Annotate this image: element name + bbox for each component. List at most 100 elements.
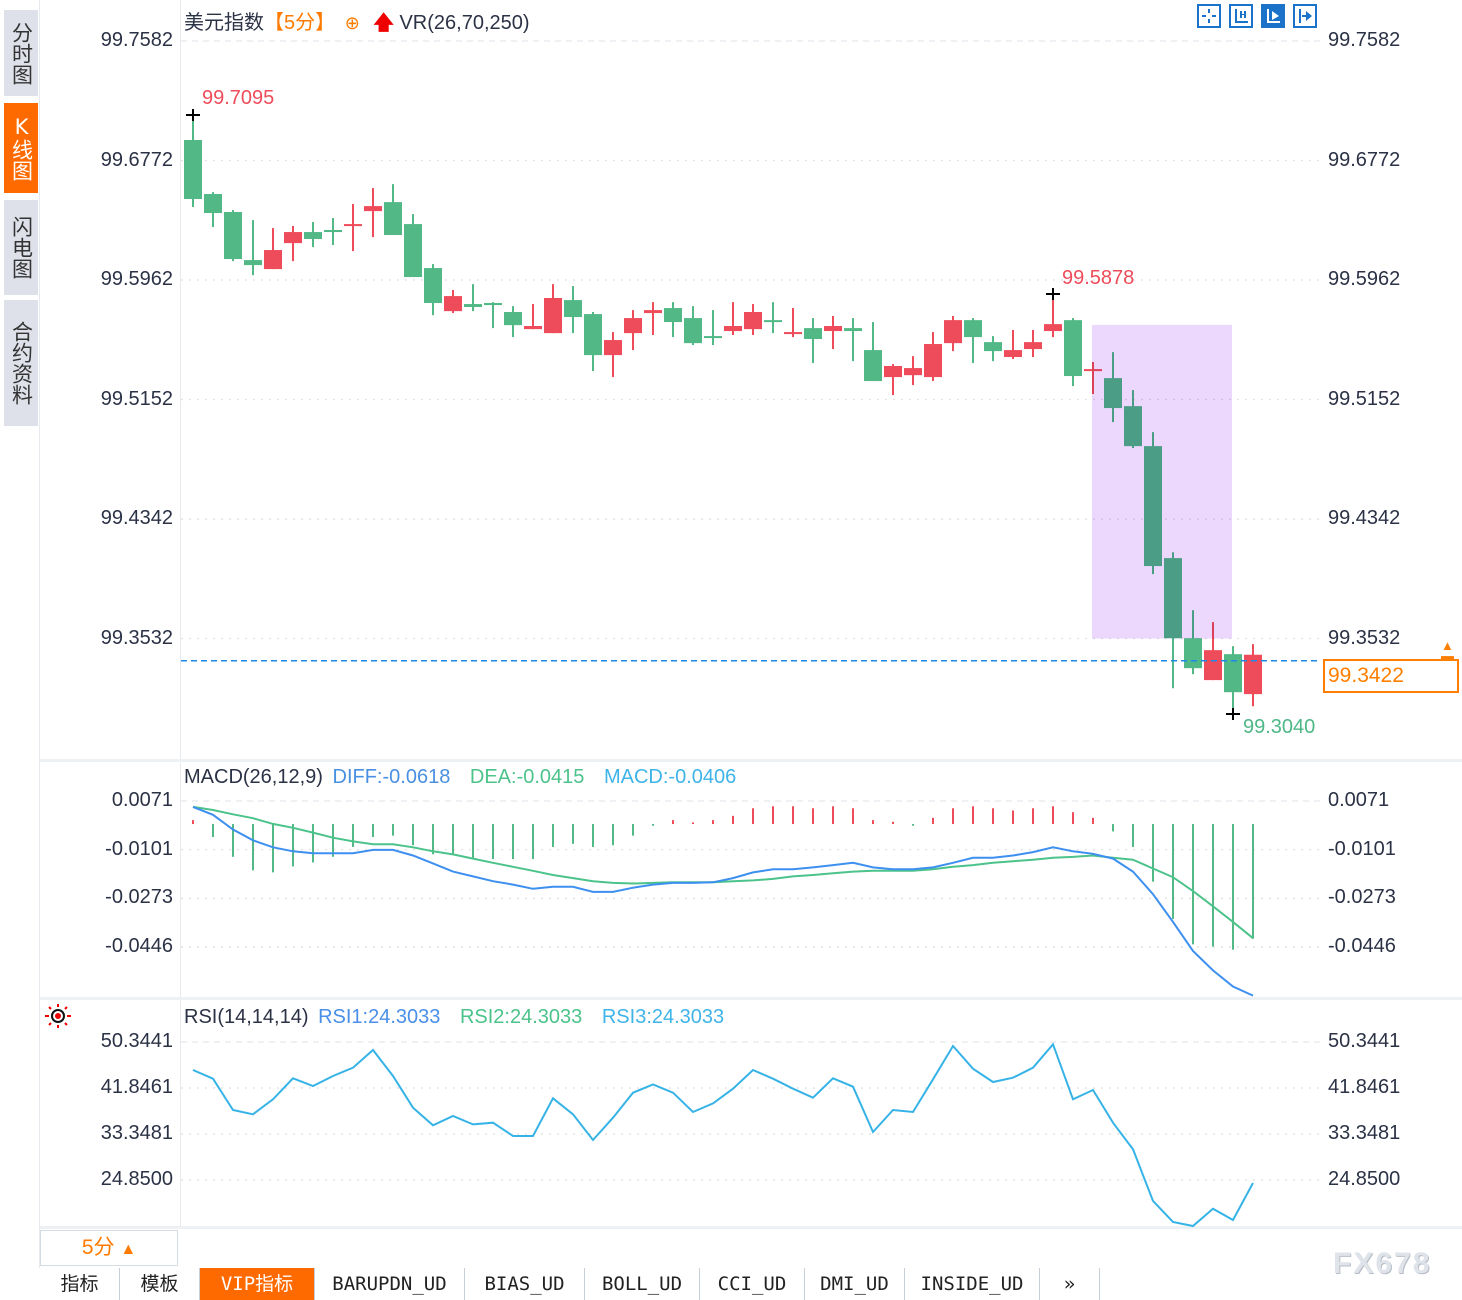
rsi-tick-left: 50.3441 [100,1030,173,1052]
tab-cci-ud[interactable]: CCI_UD [700,1268,805,1300]
macd-diff-legend: DIFF:-0.0618 [332,766,451,788]
candle-body [1024,342,1042,350]
circle-plus-icon[interactable]: ⊕ [344,13,360,33]
axis-play-icon[interactable] [1261,4,1285,28]
candle-body [1224,654,1242,693]
candle-body [524,326,542,330]
pane-divider-macd[interactable] [40,759,1462,762]
candle [644,302,662,336]
candle [344,204,362,252]
sun-settings-icon[interactable] [44,1003,72,1034]
candle-body [684,318,702,344]
candle-body [644,310,662,314]
candle-body [904,368,922,376]
dea-line [192,805,1254,939]
rsi1-legend: RSI1:24.3033 [318,1006,441,1028]
candle [1064,318,1082,387]
candle [504,306,522,338]
macd-tick-right: 0.0071 [1328,789,1390,811]
price-tick-right: 99.5962 [1328,268,1401,290]
candle-body [1044,324,1062,332]
candle [564,286,582,334]
rsi-title[interactable]: RSI(14,14,14) [184,1006,309,1028]
candle [304,222,322,248]
candle [964,318,982,364]
rsi-tick-left: 41.8461 [100,1076,173,1098]
candle-body [444,296,462,312]
crosshair-icon[interactable] [1197,4,1221,28]
price-tick-right: 99.3532 [1328,626,1401,649]
rsi-tick-right: 50.3441 [1328,1030,1401,1052]
highlight-box[interactable] [1092,324,1232,639]
candle [784,308,802,338]
tab-barupdn-ud[interactable]: BARUPDN_UD [315,1268,465,1300]
candle-body [784,332,802,335]
axis-zoom-icon[interactable] [1229,4,1253,28]
candle [1244,644,1262,707]
sidebar-tab-flash[interactable]: 闪电图 [4,200,38,295]
period-selector[interactable]: 5分 ▲ [40,1230,178,1266]
tab-vip-indicators[interactable]: VIP指标 [200,1268,315,1300]
sidebar-tab-timeshare[interactable]: 分时图 [4,10,38,96]
candle-body [244,260,262,266]
scroll-to-end-icon[interactable] [1293,4,1317,28]
candle-body [824,326,842,332]
candle-body [564,300,582,318]
tab-indicators[interactable]: 指标 [40,1268,120,1300]
candle [864,322,882,382]
candle [724,302,742,336]
pane-divider-rsi[interactable] [40,997,1462,1000]
indicator-label[interactable]: VR(26,70,250) [399,12,530,34]
indicator-tabs: 指标 模板 VIP指标 BARUPDN_UD BIAS_UD BOLL_UD C… [40,1268,1100,1300]
diff-line [192,805,1254,997]
candle-body [1064,320,1082,377]
candle-body [624,318,642,334]
candle [944,315,962,352]
sidebar-tab-kline[interactable]: K线图 [4,103,38,193]
tabs-more-button[interactable]: » [1040,1268,1100,1300]
candle [624,310,642,351]
candle [484,302,502,329]
candle [804,318,822,364]
caret-up-icon: ▲ [120,1241,137,1258]
rsi-tick-right: 33.3481 [1328,1122,1401,1144]
candle-body [604,340,622,356]
candle-body [664,308,682,323]
red-up-arrow-icon[interactable]: 🡅 [373,12,394,34]
gridlines [181,40,1320,1181]
macd-tick-right: -0.0273 [1328,886,1396,909]
candle [204,192,222,228]
macd-tick-left: -0.0446 [105,935,173,957]
candle [584,312,602,372]
price-tick-left: 99.4342 [100,507,173,529]
tab-templates[interactable]: 模板 [120,1268,200,1300]
candle [904,356,922,386]
tab-dmi-ud[interactable]: DMI_UD [805,1268,905,1300]
macd-value-legend: MACD:-0.0406 [603,766,737,788]
candle [244,220,262,276]
candle [384,184,402,236]
chart-header: 美元指数【5分】 ⊕ 🡅 VR(26,70,250) [184,6,530,42]
period-label[interactable]: 【5分】 [264,12,336,34]
price-marks [181,109,1320,720]
tab-bias-ud[interactable]: BIAS_UD [465,1268,585,1300]
tab-inside-ud[interactable]: INSIDE_UD [905,1268,1040,1300]
macd-title[interactable]: MACD(26,12,9) [184,766,323,788]
candle-body [724,326,742,332]
tab-boll-ud[interactable]: BOLL_UD [585,1268,700,1300]
price-alert-up-icon[interactable]: ▲ ▬ [1441,638,1454,663]
candle-body [224,211,242,260]
macd-tick-right: -0.0101 [1328,837,1396,860]
sidebar-tab-contract-info[interactable]: 合约资料 [4,300,38,426]
price-tick-right: 99.6772 [1328,148,1401,171]
candle-body [284,232,302,244]
macd-series [192,805,1254,997]
candle-body [484,303,502,306]
period-selector-label: 5分 [81,1236,115,1259]
rsi-tick-right: 24.8500 [1328,1168,1401,1190]
candle-body [804,328,822,340]
candle-body [944,320,962,344]
rsi-header: RSI(14,14,14) RSI1:24.3033 RSI2:24.3033 … [184,1006,724,1029]
high-price-label: 99.7095 [202,87,275,109]
